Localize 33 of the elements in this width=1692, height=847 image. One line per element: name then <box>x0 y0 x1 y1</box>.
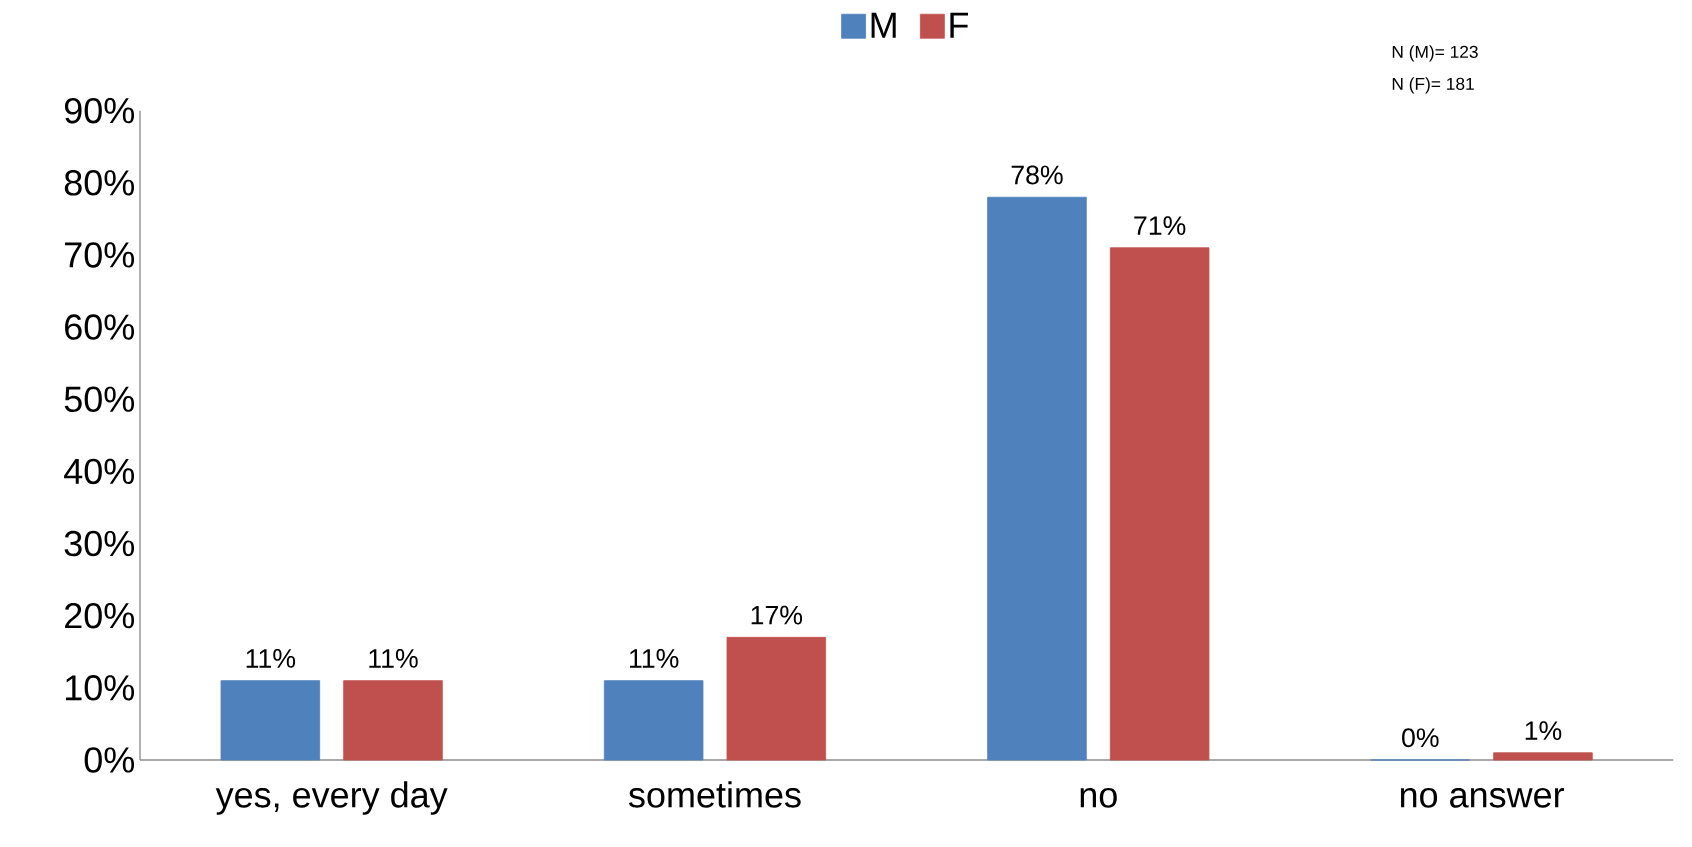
data-label: 78% <box>1011 165 1063 185</box>
y-tick-label: 40% <box>64 458 135 485</box>
y-tick-label: 50% <box>64 386 135 413</box>
bar <box>726 637 827 761</box>
legend-label: F <box>950 13 968 38</box>
y-tick-label: 80% <box>64 170 135 196</box>
y-tick-label: 20% <box>65 603 135 629</box>
bar <box>603 680 704 761</box>
y-tick-label: 70% <box>65 242 135 268</box>
data-label: 17% <box>751 606 803 625</box>
data-label: 1% <box>1525 721 1562 741</box>
bar <box>1493 752 1593 761</box>
y-tick-label: 10% <box>65 675 135 701</box>
bar <box>1109 247 1210 761</box>
data-label: 11% <box>246 649 296 668</box>
data-label: 0% <box>1402 728 1439 748</box>
y-tick-label: 60% <box>65 314 135 341</box>
x-tick-label: no answer <box>1400 788 1565 808</box>
x-tick-label: sometimes <box>628 781 801 808</box>
data-label: 71% <box>1134 216 1186 236</box>
y-tick-label: 90% <box>64 98 135 124</box>
data-label: 11% <box>629 649 679 668</box>
y-tick-label: 30% <box>64 530 135 557</box>
bar <box>987 197 1087 761</box>
text: N (M)= 123 <box>1392 45 1478 62</box>
y-tick-label: 0% <box>84 747 135 773</box>
x-tick-label: yes, every day <box>215 781 448 815</box>
bar <box>343 680 443 761</box>
data-label: 11% <box>369 649 418 668</box>
bar <box>220 680 321 761</box>
legend-label: M <box>871 13 896 38</box>
text: N (F)= 181 <box>1392 77 1474 94</box>
x-tick-label: no <box>1080 788 1117 808</box>
